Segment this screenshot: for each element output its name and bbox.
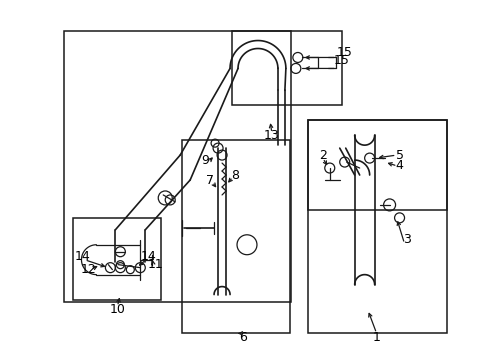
- Bar: [182, 140, 290, 333]
- Text: 5: 5: [395, 149, 404, 162]
- Text: 4: 4: [395, 158, 403, 172]
- Text: 11: 11: [147, 258, 163, 271]
- Text: 12: 12: [80, 263, 97, 276]
- Text: 7: 7: [206, 174, 214, 186]
- Text: 8: 8: [231, 168, 239, 181]
- Text: 6: 6: [239, 331, 247, 344]
- Text: 10: 10: [109, 303, 125, 316]
- Text: 1: 1: [373, 331, 381, 344]
- Text: 3: 3: [403, 233, 411, 246]
- Text: 14: 14: [141, 250, 156, 263]
- Text: 9: 9: [201, 154, 209, 167]
- Text: 15: 15: [334, 54, 350, 67]
- Bar: [308, 120, 447, 333]
- Text: 15: 15: [337, 46, 353, 59]
- Bar: [74, 218, 161, 300]
- Bar: [64, 31, 291, 302]
- Bar: [308, 120, 447, 210]
- Text: 14: 14: [74, 250, 90, 263]
- Text: 2: 2: [319, 149, 327, 162]
- Bar: [232, 31, 342, 105]
- Text: 13: 13: [264, 129, 280, 142]
